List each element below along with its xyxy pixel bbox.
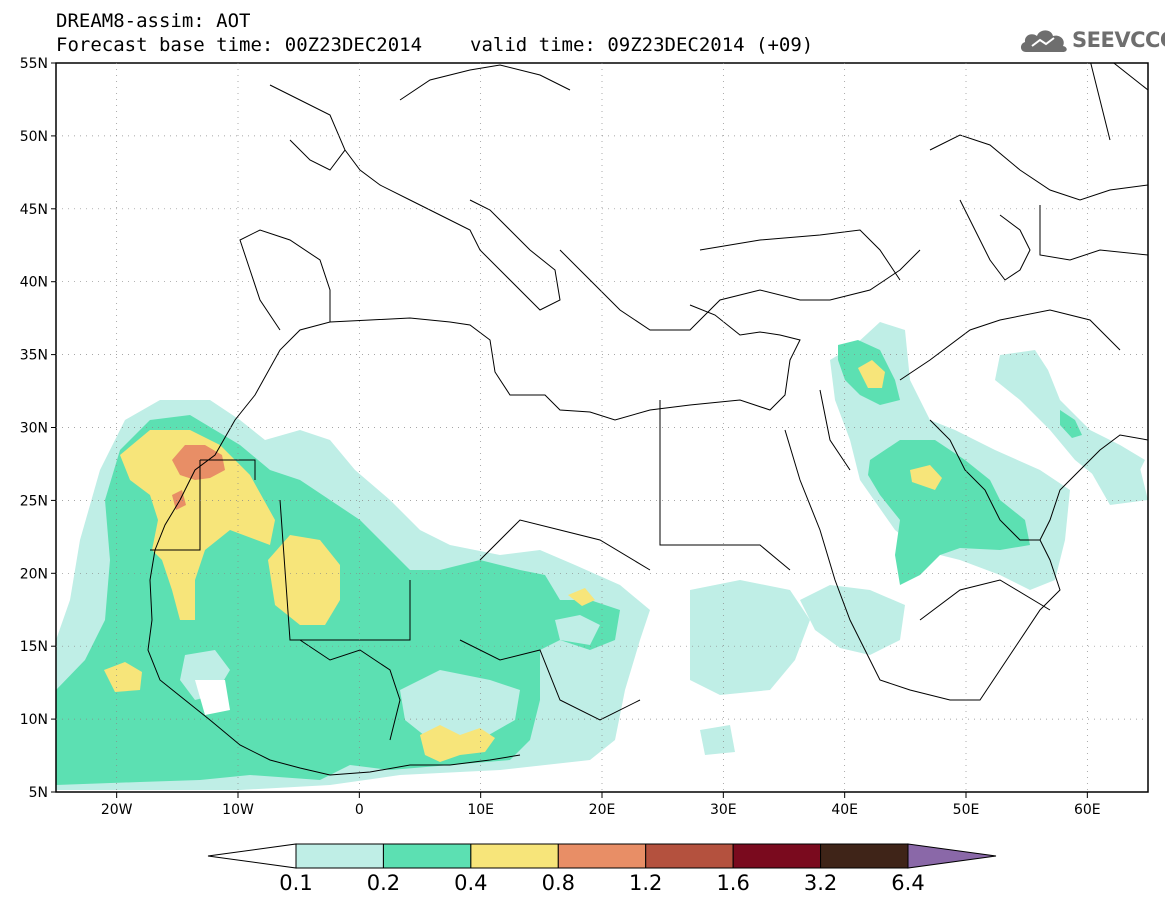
coastlines [147,63,1148,776]
lon-tick-label: 10W [222,802,254,818]
lat-tick-label: 55N [20,56,48,72]
colorbar-level-label: 1.2 [629,871,662,895]
colorbar-segment [732,843,822,869]
seevccc-logo: SEEVCCC [1018,24,1165,58]
lon-tick-label: 40E [831,802,858,818]
colorbar-segment [382,843,472,869]
logo-text: SEEVCCC [1072,28,1165,52]
colorbar-level-label: 0.8 [542,871,575,895]
lat-tick-label: 5N [29,785,48,801]
lat-tick-label: 30N [20,421,48,437]
colorbar-level-label: 0.2 [367,871,400,895]
colorbar-level-label: 6.4 [891,871,924,895]
model-title: DREAM8-assim: AOT [56,10,251,32]
lon-tick-label: 20W [101,802,133,818]
colorbar-segment [295,843,384,869]
colorbar-level-label: 3.2 [804,871,837,895]
base-time: Forecast base time: 00Z23DEC2014 [56,34,423,56]
colorbar-segment [820,843,909,869]
lon-tick-label: 10E [467,802,494,818]
lat-tick-label: 25N [20,493,48,509]
lon-tick-label: 20E [589,802,616,818]
lon-tick-label: 50E [953,802,980,818]
colorbar-over-triangle [907,843,997,869]
lat-tick-label: 40N [20,275,48,291]
lat-tick-label: 45N [20,202,48,218]
lon-tick-label: 0 [355,802,364,818]
lat-tick-label: 15N [20,639,48,655]
colorbar-level-label: 0.1 [279,871,312,895]
forecast-times: Forecast base time: 00Z23DEC2014 valid ti… [56,34,813,56]
colorbar-segment [557,843,647,869]
colorbar-under-triangle [207,843,297,869]
lat-tick-label: 50N [20,129,48,145]
colorbar-level-label: 0.4 [454,871,487,895]
colorbar: 0.1 0.2 0.4 0.8 1.2 1.6 3.2 6.4 [207,843,997,895]
lat-tick-label: 20N [20,566,48,582]
aot-field [56,63,1148,790]
lon-tick-label: 30E [710,802,737,818]
axis-ticks: 55N 50N 45N 40N 35N 30N 25N 20N 15N 10N 5N 20W 10W 0 1… [20,56,1101,818]
valid-time: valid time: 09Z23DEC2014 (+09) [470,34,814,56]
colorbar-segment [470,843,559,869]
lat-tick-label: 10N [20,712,48,728]
gridlines [56,63,1148,792]
lat-tick-label: 35N [20,348,48,364]
cloud-logo-icon [1020,30,1067,52]
colorbar-level-label: 1.6 [716,871,749,895]
aot-clear-pocket [195,680,230,715]
aot-band-0.4 [104,360,942,762]
lon-tick-label: 60E [1074,802,1101,818]
colorbar-segment [645,843,734,869]
